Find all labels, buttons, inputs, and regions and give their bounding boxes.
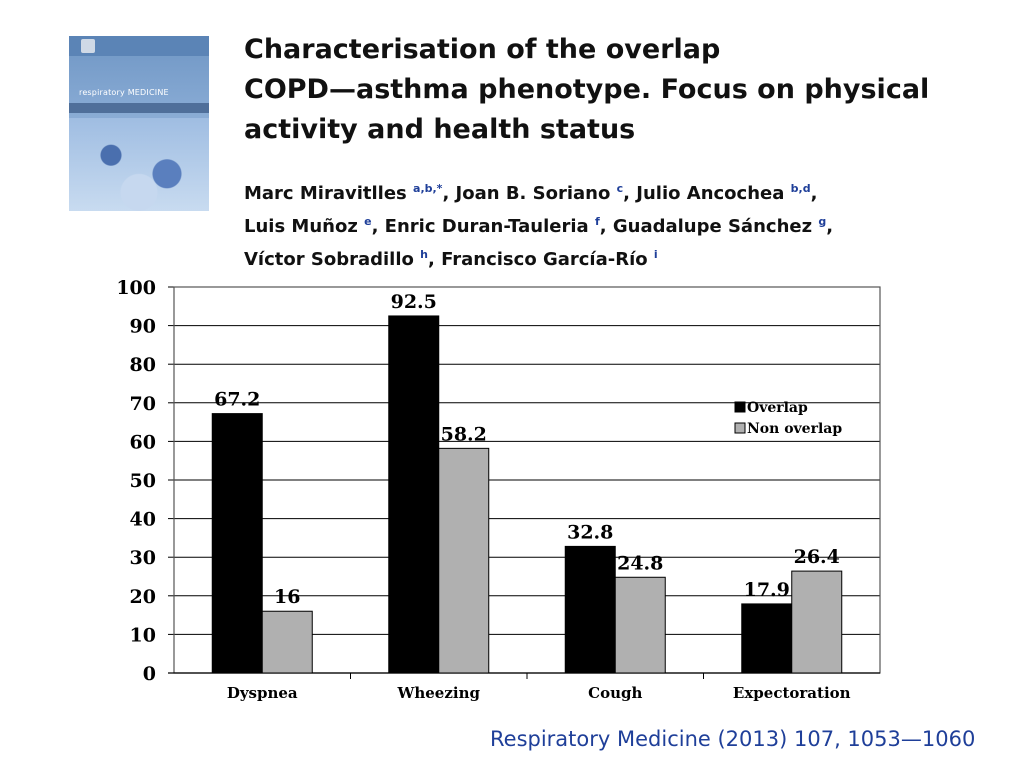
paper-title-line: COPD—asthma phenotype. Focus on physical <box>244 74 930 105</box>
bar-non-overlap <box>791 570 843 674</box>
y-tick-label: 0 <box>143 663 156 685</box>
bar-overlap <box>564 545 616 674</box>
author-name: Luis Muñoz <box>244 216 365 237</box>
author-separator: , <box>428 249 442 270</box>
legend-label: Overlap <box>747 400 808 416</box>
author-affiliation: i <box>653 248 658 261</box>
bar-chart: 0 10 20 30 40 50 60 70 80 90 100 67.2 16 Dyspnea 92.5 5… <box>116 277 881 702</box>
y-tick-label: 50 <box>130 470 156 492</box>
author-affiliation: f <box>594 215 600 228</box>
author-name: Joan B. Soriano <box>455 183 617 204</box>
author-name: Francisco García-Río <box>441 249 654 270</box>
journal-cover-image: respiratory MEDICINE <box>69 36 209 211</box>
bar-data-label: 32.8 <box>567 521 613 543</box>
author-affiliation: g <box>818 215 827 228</box>
bar-data-label: 24.8 <box>617 552 663 574</box>
legend-swatch <box>734 422 746 434</box>
bar-data-label: 17.9 <box>744 579 790 601</box>
x-tick-label: Cough <box>588 684 642 702</box>
bar-data-label: 58.2 <box>441 423 487 445</box>
publisher-logo-icon <box>81 39 95 53</box>
journal-citation: Respiratory Medicine (2013) 107, 1053—10… <box>490 727 976 751</box>
author-name: Marc Miravitlles <box>244 183 414 204</box>
cover-header-band <box>69 36 209 56</box>
bar-overlap <box>211 413 263 674</box>
author-line: Víctor Sobradillo h, Francisco García-Rí… <box>244 241 984 274</box>
legend-label: Non overlap <box>747 421 842 437</box>
author-name: Julio Ancochea <box>636 183 791 204</box>
paper-title-line: activity and health status <box>244 114 636 145</box>
author-name: Enric Duran-Tauleria <box>384 216 595 237</box>
author-line: Luis Muñoz e, Enric Duran-Tauleria f, Gu… <box>244 208 984 241</box>
bar-data-label: 67.2 <box>214 389 260 411</box>
y-tick-label: 100 <box>116 277 156 299</box>
bar-overlap <box>388 315 440 674</box>
author-affiliation: c <box>616 182 624 195</box>
author-separator: , <box>442 183 456 204</box>
bar-data-label: 16 <box>274 586 300 608</box>
cover-stripe <box>69 103 209 113</box>
bar-data-label: 92.5 <box>391 291 437 313</box>
author-separator: , <box>371 216 385 237</box>
author-affiliation: h <box>420 248 428 261</box>
legend-swatch <box>734 401 746 413</box>
author-separator: , <box>599 216 613 237</box>
author-name: Guadalupe Sánchez <box>612 216 819 237</box>
x-tick-label: Dyspnea <box>227 684 298 702</box>
bar-non-overlap <box>614 576 666 674</box>
author-line: Marc Miravitlles a,b,*, Joan B. Soriano … <box>244 175 984 208</box>
y-tick-label: 60 <box>130 431 156 453</box>
y-tick-label: 70 <box>130 393 156 415</box>
paper-title: Characterisation of the overlap COPD—ast… <box>244 30 984 150</box>
bar-non-overlap <box>438 447 490 674</box>
y-tick-label: 80 <box>130 354 156 376</box>
author-affiliation: a,b,* <box>413 182 443 195</box>
bar-non-overlap <box>261 610 313 674</box>
author-affiliation: b,d <box>790 182 811 195</box>
y-tick-label: 20 <box>130 586 156 608</box>
bar-data-label: 26.4 <box>794 546 840 568</box>
author-separator: , <box>826 216 834 237</box>
y-tick-label: 30 <box>130 547 156 569</box>
y-tick-label: 90 <box>130 316 156 338</box>
author-affiliation: e <box>364 215 372 228</box>
author-separator: , <box>623 183 637 204</box>
author-name: Víctor Sobradillo <box>244 249 421 270</box>
bar-overlap <box>741 603 793 674</box>
y-tick-label: 40 <box>130 509 156 531</box>
author-list: Marc Miravitlles a,b,*, Joan B. Soriano … <box>244 175 984 274</box>
cover-journal-title: respiratory MEDICINE <box>79 88 169 97</box>
x-tick-label: Wheezing <box>397 684 481 702</box>
cover-cells-image <box>69 118 209 211</box>
x-tick-label: Expectoration <box>733 684 851 702</box>
author-separator: , <box>810 183 818 204</box>
paper-title-line: Characterisation of the overlap <box>244 34 721 65</box>
y-tick-label: 10 <box>130 624 156 646</box>
